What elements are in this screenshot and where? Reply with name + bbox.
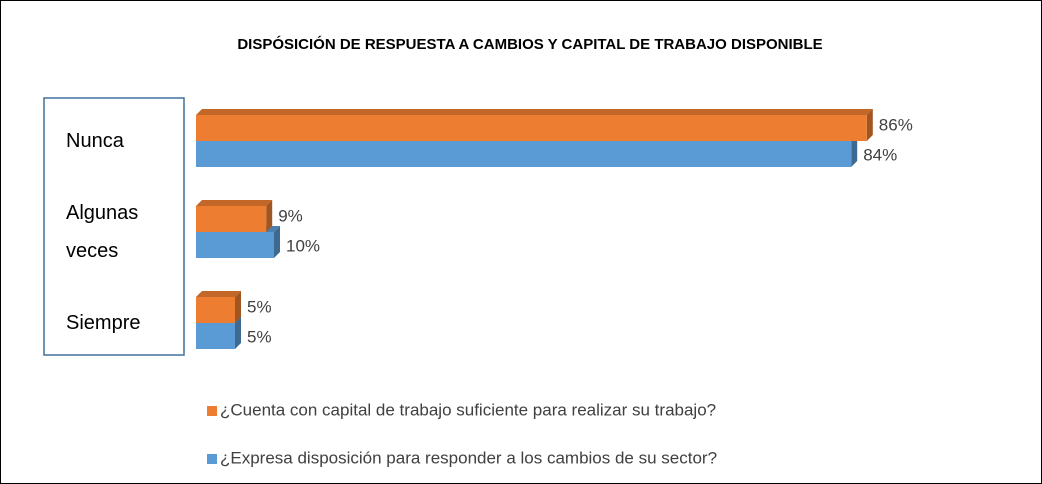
legend-label: ¿Cuenta con capital de trabajo suficient…: [220, 400, 716, 419]
value-label: 86%: [879, 115, 913, 134]
bar-side: [235, 317, 241, 349]
category-label: Nunca: [66, 130, 124, 152]
bar-side: [266, 200, 273, 232]
value-label: 5%: [247, 327, 272, 346]
bar-side: [235, 291, 241, 323]
legend-swatch: [207, 454, 217, 464]
category-label: Siempre: [66, 312, 141, 334]
bar: [196, 115, 867, 141]
bar: [196, 206, 267, 232]
bar-top: [196, 291, 241, 297]
bar-top: [196, 200, 273, 206]
bar-side: [851, 135, 858, 167]
value-label: 10%: [286, 236, 320, 255]
bar-top: [196, 109, 873, 115]
legend-swatch: [207, 406, 217, 416]
legend-label: ¿Expresa disposición para responder a lo…: [220, 448, 717, 467]
value-label: 5%: [247, 297, 272, 316]
category-label: Algunas veces: [66, 202, 139, 262]
bar: [196, 323, 235, 349]
category-box: [43, 97, 185, 356]
bar-side: [274, 226, 280, 258]
bar: [196, 297, 235, 323]
bar: [196, 232, 274, 258]
bar-side: [866, 109, 873, 141]
value-label: 84%: [863, 145, 897, 164]
value-label: 9%: [278, 206, 303, 225]
chart-title: DISPÓSICIÓN DE RESPUESTA A CAMBIOS Y CAP…: [237, 35, 822, 53]
bar: [196, 141, 852, 167]
